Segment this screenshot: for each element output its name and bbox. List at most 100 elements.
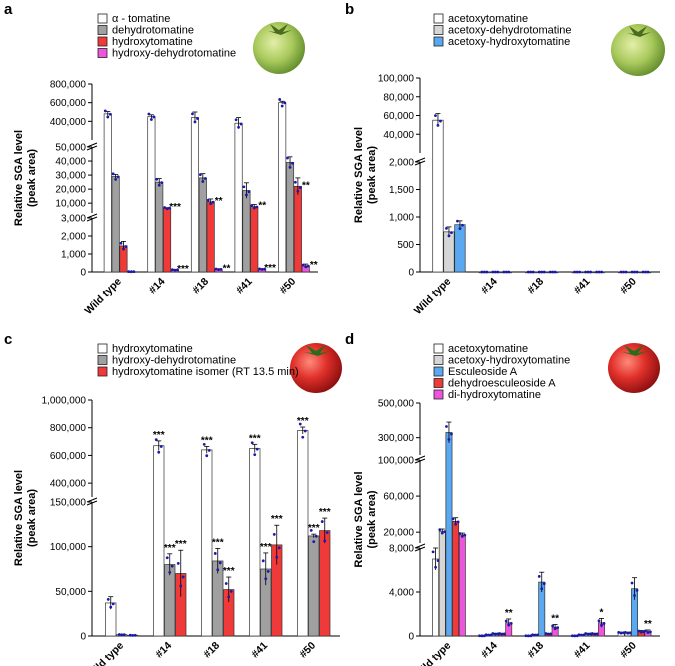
replicate-dot-d-3-2 bbox=[584, 632, 588, 635]
replicate-dot-a-4-0 bbox=[283, 101, 287, 105]
y-tick-label-d: 8,000 bbox=[389, 544, 414, 555]
replicate-dot-b-3-0 bbox=[573, 270, 577, 274]
replicate-dot-d-1-3 bbox=[503, 632, 506, 636]
y-tick-label-a: 20,000 bbox=[55, 185, 86, 196]
significance-label-c-2-0: *** bbox=[201, 435, 213, 446]
replicate-dot-d-4-4 bbox=[644, 629, 647, 633]
replicate-dot-c-2-1 bbox=[218, 561, 222, 565]
replicate-dot-b-1-0 bbox=[485, 270, 489, 274]
panel-label-c: c bbox=[4, 331, 12, 348]
replicate-dot-b-4-1 bbox=[630, 270, 634, 274]
significance-label-a-3-2: ** bbox=[258, 201, 266, 212]
y-tick-label-b: 1,500 bbox=[389, 185, 414, 196]
replicate-dot-a-3-3 bbox=[263, 267, 267, 271]
replicate-dot-b-4-2 bbox=[641, 270, 645, 274]
y-tick-label-c: 800,000 bbox=[50, 423, 87, 434]
replicate-dot-c-3-0 bbox=[250, 441, 254, 445]
replicate-dot-b-4-2 bbox=[646, 270, 650, 274]
replicate-dot-a-0-3 bbox=[132, 270, 136, 274]
y-axis-title-c: Relative SGA level bbox=[13, 470, 25, 566]
replicate-dot-b-0-1 bbox=[445, 226, 448, 230]
significance-label-c-2-2: *** bbox=[223, 566, 235, 577]
y-tick-label-d: 100,000 bbox=[378, 456, 415, 467]
category-label-c-0: Wild type bbox=[85, 640, 127, 666]
replicate-dot-d-3-1 bbox=[577, 633, 581, 637]
axis-break-mark-d bbox=[414, 455, 426, 461]
replicate-dot-d-2-1 bbox=[531, 633, 534, 637]
replicate-dot-a-4-3 bbox=[301, 263, 305, 267]
replicate-dot-a-4-0 bbox=[280, 104, 284, 108]
replicate-dot-d-0-4 bbox=[463, 533, 467, 537]
y-tick-label-c: 0 bbox=[80, 632, 86, 643]
legend-label-c-2: hydroxytomatine isomer (RT 13.5 min) bbox=[112, 366, 299, 378]
replicate-dot-d-0-4 bbox=[458, 532, 462, 535]
legend-swatch-d-1 bbox=[433, 355, 444, 365]
replicate-dot-d-0-3 bbox=[451, 517, 455, 521]
replicate-dot-b-1-1 bbox=[491, 270, 495, 274]
legend-label-a-1: dehydrotomatine bbox=[112, 25, 194, 37]
replicate-dot-d-4-3 bbox=[637, 629, 641, 633]
replicate-dot-d-0-1 bbox=[443, 530, 447, 534]
axis-break-mark-a bbox=[86, 145, 98, 151]
legend-swatch-a-3 bbox=[97, 48, 108, 58]
legend-label-a-0: α - tomatine bbox=[112, 13, 170, 25]
replicate-dot-b-4-1 bbox=[635, 270, 639, 274]
significance-label-c-3-2: *** bbox=[271, 514, 283, 525]
y-tick-label-d: 60,000 bbox=[383, 492, 414, 503]
replicate-dot-c-1-1 bbox=[168, 570, 172, 574]
axis-break-mark-b bbox=[414, 157, 426, 163]
y-tick-label-b: 100,000 bbox=[378, 74, 415, 85]
bar-d-0-1 bbox=[438, 530, 446, 637]
replicate-dot-c-4-2 bbox=[320, 520, 324, 523]
replicate-dot-d-0-1 bbox=[438, 528, 442, 532]
replicate-dot-c-3-1 bbox=[266, 570, 270, 573]
category-label-a-1: #14 bbox=[147, 276, 168, 297]
replicate-dot-a-1-1 bbox=[157, 183, 161, 187]
y-tick-label-a: 0 bbox=[80, 268, 86, 279]
axis-break-mark-a bbox=[86, 142, 98, 148]
replicate-dot-c-4-0 bbox=[301, 435, 305, 439]
significance-label-a-1-3: *** bbox=[177, 264, 189, 275]
replicate-dot-d-4-1 bbox=[626, 631, 630, 635]
replicate-dot-d-0-3 bbox=[454, 522, 458, 526]
replicate-dot-a-2-1 bbox=[201, 180, 205, 183]
replicate-dot-a-0-2 bbox=[119, 241, 123, 245]
replicate-dot-b-1-2 bbox=[502, 270, 506, 274]
replicate-dot-d-0-0 bbox=[434, 565, 437, 569]
legend-swatch-c-0 bbox=[97, 343, 108, 354]
replicate-dot-d-0-2 bbox=[447, 438, 451, 441]
bar-a-4-1 bbox=[286, 162, 295, 273]
replicate-dot-b-4-2 bbox=[644, 270, 647, 274]
bar-c-4-0 bbox=[297, 430, 309, 637]
y-tick-label-d: 20,000 bbox=[383, 528, 414, 539]
y-tick-label-c: 50,000 bbox=[55, 587, 86, 598]
replicate-dot-a-0-0 bbox=[106, 115, 110, 119]
replicate-dot-d-3-3 bbox=[590, 632, 594, 635]
significance-label-c-1-2: *** bbox=[175, 539, 187, 550]
replicate-dot-a-3-1 bbox=[247, 190, 251, 194]
replicate-dot-c-1-2 bbox=[176, 561, 180, 565]
replicate-dot-c-4-1 bbox=[309, 529, 313, 532]
replicate-dot-c-2-2 bbox=[224, 582, 228, 585]
replicate-dot-a-3-3 bbox=[260, 268, 264, 271]
replicate-dot-a-2-2 bbox=[206, 198, 210, 202]
category-label-b-3: #41 bbox=[572, 276, 593, 297]
category-label-c-3: #41 bbox=[249, 640, 270, 661]
replicate-dot-b-1-0 bbox=[480, 270, 484, 274]
legend-swatch-c-1 bbox=[97, 355, 108, 365]
y-tick-label-b: 40,000 bbox=[383, 130, 414, 141]
bar-a-2-1 bbox=[198, 177, 207, 273]
panel-label-b: b bbox=[345, 1, 354, 18]
replicate-dot-b-3-2 bbox=[595, 270, 599, 274]
y-axis-title-a: Relative SGA level bbox=[13, 130, 25, 226]
replicate-dot-a-2-1 bbox=[203, 177, 207, 180]
replicate-dot-a-2-2 bbox=[209, 202, 213, 206]
replicate-dot-d-4-0 bbox=[617, 630, 621, 634]
replicate-dot-a-0-2 bbox=[122, 247, 125, 251]
significance-label-c-1-0: *** bbox=[153, 430, 165, 441]
category-label-b-4: #50 bbox=[618, 276, 639, 297]
axis-break-mark-c bbox=[86, 500, 98, 506]
bar-a-1-2 bbox=[163, 207, 172, 273]
category-label-b-1: #14 bbox=[479, 276, 500, 297]
replicate-dot-c-1-0 bbox=[159, 445, 163, 448]
